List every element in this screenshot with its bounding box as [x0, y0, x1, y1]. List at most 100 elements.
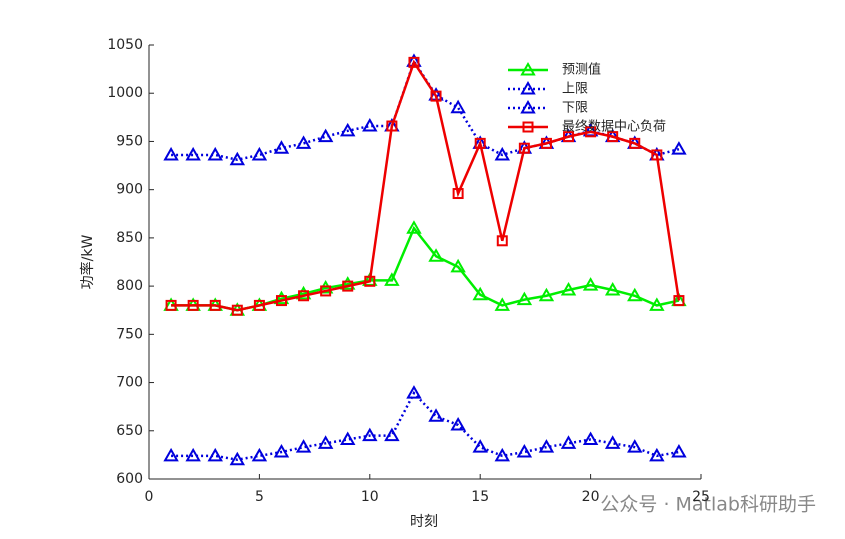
marker	[518, 142, 530, 154]
marker	[520, 99, 536, 114]
marker	[494, 297, 511, 311]
marker	[339, 122, 356, 137]
marker	[384, 272, 400, 286]
marker	[273, 290, 290, 305]
series-line	[171, 58, 680, 162]
y-tick-label: 800	[116, 278, 143, 294]
marker	[251, 447, 268, 462]
marker	[428, 408, 444, 422]
marker	[165, 299, 177, 311]
marker	[273, 443, 290, 458]
marker	[649, 297, 665, 311]
marker	[428, 248, 444, 262]
marker	[560, 281, 577, 296]
x-tick-label: 25	[692, 489, 710, 505]
marker	[207, 447, 223, 462]
x-tick-label: 10	[361, 489, 379, 505]
marker	[231, 304, 243, 316]
marker	[253, 299, 265, 311]
marker	[522, 121, 534, 133]
marker	[187, 299, 199, 311]
series-line	[171, 59, 681, 312]
marker	[450, 258, 466, 273]
marker	[317, 128, 334, 143]
watermark: 公众号 · Matlab科研助手	[600, 494, 816, 516]
x-tick-label: 15	[471, 489, 489, 505]
y-tick-label: 900	[116, 182, 143, 198]
legend-label: 上限	[562, 82, 588, 97]
marker	[582, 277, 599, 291]
marker	[163, 447, 179, 462]
marker	[496, 235, 508, 247]
x-tick-label: 5	[255, 489, 264, 505]
marker	[295, 439, 312, 453]
marker	[362, 117, 378, 132]
y-tick-label: 600	[116, 471, 143, 487]
marker	[209, 299, 221, 311]
marker	[516, 443, 533, 458]
marker	[275, 295, 287, 307]
marker	[362, 427, 378, 442]
y-tick-label: 1050	[107, 37, 143, 53]
marker	[651, 149, 663, 161]
marker	[450, 99, 466, 114]
marker	[627, 439, 643, 453]
marker	[538, 287, 555, 302]
marker	[408, 56, 420, 68]
marker	[273, 140, 290, 154]
marker	[251, 146, 268, 161]
marker	[649, 447, 665, 462]
marker	[229, 151, 246, 166]
marker	[342, 280, 354, 292]
y-tick-label: 950	[116, 133, 143, 149]
marker	[163, 146, 179, 161]
marker	[629, 137, 641, 149]
marker	[339, 276, 356, 290]
y-axis-label: 功率/kW	[79, 235, 96, 290]
marker	[406, 220, 422, 234]
marker	[472, 286, 488, 301]
marker	[317, 435, 334, 449]
marker	[298, 290, 310, 302]
x-tick-label: 0	[145, 489, 154, 505]
legend-label: 最终数据中心负荷	[562, 119, 666, 135]
marker	[520, 61, 536, 76]
marker	[386, 120, 398, 132]
series-line	[171, 391, 680, 461]
marker	[607, 131, 619, 143]
marker	[604, 435, 621, 449]
marker	[452, 188, 464, 200]
marker	[450, 416, 466, 431]
marker	[320, 285, 332, 297]
series-line	[171, 225, 680, 312]
marker	[494, 447, 511, 462]
marker	[520, 80, 536, 95]
marker	[474, 137, 486, 149]
marker	[540, 137, 552, 149]
marker	[229, 451, 246, 466]
marker	[295, 135, 312, 149]
x-tick-label: 20	[582, 489, 600, 505]
marker	[582, 431, 599, 445]
marker	[516, 291, 533, 306]
marker	[430, 90, 442, 102]
marker	[384, 427, 400, 442]
marker	[364, 275, 376, 287]
marker	[538, 439, 555, 453]
marker	[627, 287, 643, 302]
marker	[207, 146, 223, 161]
y-tick-label: 700	[116, 375, 143, 391]
marker	[185, 146, 201, 161]
y-tick-label: 750	[116, 326, 143, 342]
marker	[339, 431, 356, 445]
marker	[560, 435, 577, 449]
marker	[295, 285, 312, 300]
x-axis-label: 时刻	[410, 514, 438, 530]
marker	[585, 126, 597, 138]
marker	[673, 295, 685, 307]
y-tick-label: 1000	[107, 85, 143, 101]
marker	[406, 385, 422, 399]
marker	[472, 439, 488, 453]
